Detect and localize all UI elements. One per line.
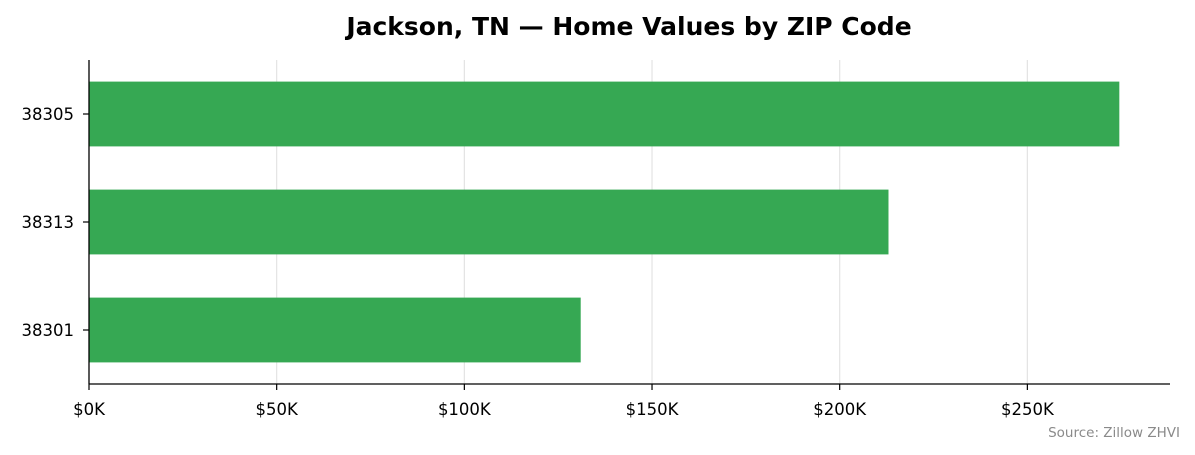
x-tick-label: $100K	[438, 400, 492, 419]
y-tick-label: 38305	[22, 105, 75, 124]
x-tick-label: $0K	[73, 400, 106, 419]
y-tick-label: 38301	[22, 321, 75, 340]
x-tick-label: $250K	[1001, 400, 1055, 419]
y-tick-label: 38313	[22, 213, 75, 232]
x-tick-label: $200K	[813, 400, 867, 419]
y-ticks: 38305 38313 38301	[22, 105, 89, 340]
x-tick-label: $150K	[626, 400, 680, 419]
bar-38301	[89, 297, 581, 363]
bar-38313	[89, 189, 889, 255]
bar-38305	[89, 81, 1120, 147]
chart-title: Jackson, TN — Home Values by ZIP Code	[344, 12, 911, 41]
x-ticks: $0K $50K $100K $150K $200K $250K	[73, 384, 1055, 419]
bars	[89, 81, 1120, 363]
source-note: Source: Zillow ZHVI	[1048, 425, 1180, 441]
x-tick-label: $50K	[256, 400, 299, 419]
